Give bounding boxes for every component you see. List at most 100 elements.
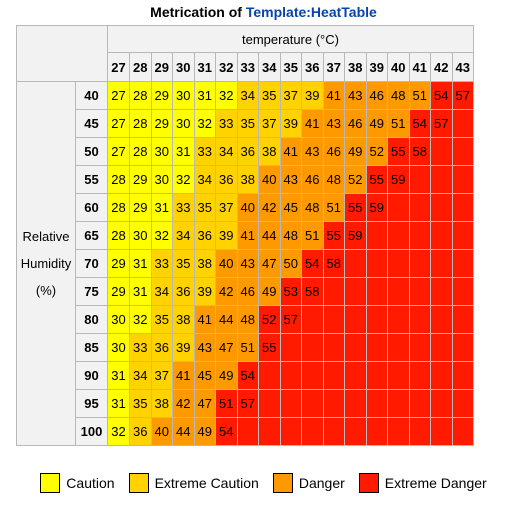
heat-index-cell: 57 [236, 389, 259, 418]
heat-index-cell: 39 [215, 221, 238, 250]
heat-index-cell: 28 [129, 109, 152, 138]
legend-label: Danger [298, 475, 345, 491]
heat-index-cell: 30 [129, 221, 152, 250]
heat-index-cell: 42 [258, 193, 281, 222]
table-row: 70 29 31 33 35 38 40 43 47 50 54 58 [17, 249, 474, 278]
heat-index-cell [430, 333, 453, 362]
heat-index-cell: 46 [344, 109, 367, 138]
heat-index-cell: 51 [301, 221, 324, 250]
heat-index-cell: 50 [279, 249, 302, 278]
heat-index-cell: 45 [279, 193, 302, 222]
legend-item: Extreme Danger [358, 473, 487, 493]
heat-index-cell: 38 [193, 249, 216, 278]
heat-index-cell [430, 361, 453, 390]
template-link[interactable]: Template:HeatTable [245, 4, 377, 20]
humidity-axis-label-line: Relative [22, 229, 70, 244]
heat-index-cell: 35 [236, 109, 259, 138]
heat-index-cell [322, 417, 345, 446]
heat-index-cell: 53 [279, 277, 302, 306]
heat-index-cell: 43 [279, 165, 302, 194]
heat-index-cell [344, 333, 367, 362]
heat-index-cell: 51 [387, 109, 410, 138]
heat-index-cell: 41 [193, 305, 216, 334]
heat-index-cell: 38 [172, 305, 195, 334]
temperature-header: 43 [451, 52, 474, 82]
heat-index-cell: 34 [150, 277, 173, 306]
heat-index-cell [365, 277, 388, 306]
heat-index-cell: 43 [301, 137, 324, 166]
heat-index-cell: 41 [236, 221, 259, 250]
heat-index-cell: 47 [193, 389, 216, 418]
humidity-header: 55 [75, 165, 108, 194]
heat-index-cell: 39 [301, 81, 324, 110]
header-row-label: temperature (°C) [16, 25, 474, 82]
heat-index-cell [344, 417, 367, 446]
title-prefix: Metrication of [150, 4, 246, 20]
heat-index-cell: 46 [301, 165, 324, 194]
heat-index-cell: 38 [236, 165, 259, 194]
heat-index-cell: 49 [258, 277, 281, 306]
heat-index-cell: 34 [215, 137, 238, 166]
heat-index-cell [430, 277, 453, 306]
heat-index-cell: 28 [107, 165, 130, 194]
legend: Caution Extreme Caution Danger Extreme Dang… [0, 471, 527, 495]
heat-index-cell [365, 417, 388, 446]
heat-index-cell: 42 [172, 389, 195, 418]
heat-index-cell: 28 [129, 137, 152, 166]
heat-index-cell: 30 [150, 165, 173, 194]
heat-index-cell [430, 305, 453, 334]
heat-index-cell: 31 [150, 193, 173, 222]
legend-label: Caution [66, 475, 115, 491]
heat-index-cell: 48 [322, 165, 345, 194]
heat-index-cell: 36 [172, 277, 195, 306]
heat-index-cell [301, 389, 324, 418]
heat-index-cell [451, 165, 474, 194]
temperature-header: 41 [408, 52, 431, 82]
temperature-header: 42 [430, 52, 453, 82]
heat-index-cell [344, 249, 367, 278]
heat-index-cell: 29 [107, 277, 130, 306]
heat-index-cell [365, 221, 388, 250]
heat-index-cell: 54 [408, 109, 431, 138]
heat-index-cell: 48 [279, 221, 302, 250]
heat-index-cell [451, 305, 474, 334]
heat-index-cell: 33 [150, 249, 173, 278]
heat-index-cell [430, 389, 453, 418]
temperature-header: 32 [215, 52, 238, 82]
heat-index-cell: 28 [107, 193, 130, 222]
humidity-header: 40 [75, 81, 108, 110]
heat-index-cell [430, 249, 453, 278]
heat-index-cell [279, 333, 302, 362]
heat-index-cell: 31 [107, 389, 130, 418]
legend-swatch [128, 473, 149, 493]
heat-index-cell: 34 [129, 361, 152, 390]
heat-index-cell [301, 333, 324, 362]
heat-index-cell: 35 [150, 305, 173, 334]
temperature-header: 40 [387, 52, 410, 82]
heat-index-cell: 32 [172, 165, 195, 194]
heat-index-cell [408, 305, 431, 334]
heat-index-cell: 36 [129, 417, 152, 446]
legend-label: Extreme Caution [154, 475, 259, 491]
heat-index-cell: 40 [258, 165, 281, 194]
heat-index-cell: 44 [172, 417, 195, 446]
temperature-header-row: 27 28 29 30 31 32 33 34 35 36 37 38 39 40 41 42 43 [17, 52, 474, 82]
heat-index-cell: 45 [193, 361, 216, 390]
table-row: 100 32 36 40 44 49 54 [17, 417, 474, 446]
heat-index-cell: 46 [236, 277, 259, 306]
humidity-header: 100 [75, 417, 108, 446]
heat-index-cell: 49 [215, 361, 238, 390]
temperature-header: 33 [236, 52, 259, 82]
heat-index-cell: 58 [301, 277, 324, 306]
heat-index-cell: 44 [215, 305, 238, 334]
heat-index-cell [408, 389, 431, 418]
legend-item: Danger [272, 473, 345, 493]
heat-index-cell: 40 [150, 417, 173, 446]
heat-index-cell: 39 [193, 277, 216, 306]
heat-index-cell: 41 [301, 109, 324, 138]
heat-index-cell: 47 [215, 333, 238, 362]
heat-index-cell: 36 [193, 221, 216, 250]
table-row: 90 31 34 37 41 45 49 54 [17, 361, 474, 390]
humidity-header: 85 [75, 333, 108, 362]
